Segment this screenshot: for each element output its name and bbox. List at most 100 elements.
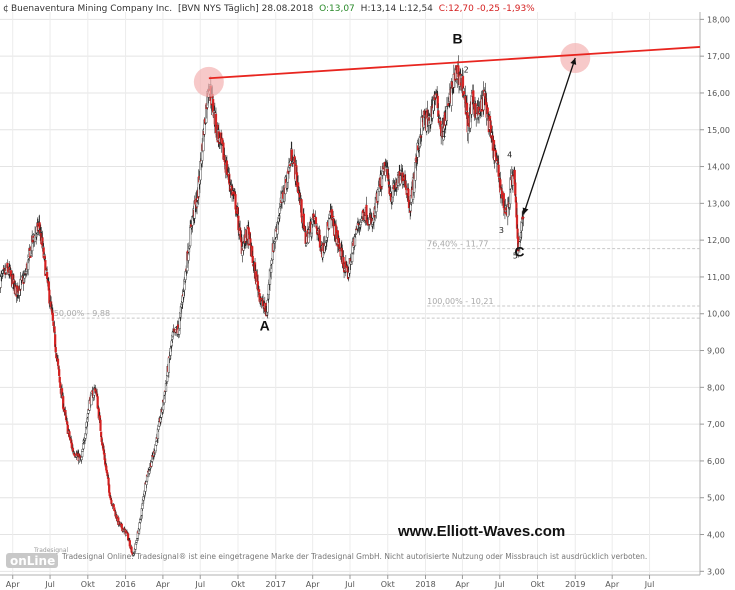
candle-down [463,91,466,95]
fibonacci-levels: 50,00% - 9,88 76,40% - 11,77 100,00% - 10,… [51,240,700,319]
candle-down [514,196,517,203]
candle-down [45,268,48,271]
candle-up [163,391,166,396]
candle-down [42,247,45,258]
candle-up [150,461,153,467]
open-value: O:13,07 [319,4,355,14]
candle-down [228,173,231,183]
candle-up [182,291,185,298]
candle-down [461,76,465,96]
candle-up [1,270,4,274]
candle-down [112,504,115,508]
header-icon: ¢ [3,4,9,14]
candle-down [106,472,109,477]
x-tick-label: 2016 [115,580,135,589]
candle-down [498,177,501,180]
candle-down [293,156,296,163]
candle-down [303,226,307,232]
candle-down [249,238,252,246]
x-tick-label: Apr [605,580,620,589]
disclaimer-text: Tradesignal Online. Tradesignal® ist ein… [61,552,647,561]
candle-up [72,451,75,453]
x-tick-label: Jul [194,580,205,589]
candle-up [305,243,308,246]
candle-up [354,233,357,235]
candle-up [475,118,478,120]
candle-up [82,443,85,450]
candle-up [190,226,193,229]
fib-level-label: 100,00% - 10,21 [427,297,493,306]
y-tick-label: 14,00 [707,163,730,172]
tradesignal-logo: Tradesignal onLine [6,547,69,568]
y-tick-label: 8,00 [707,383,725,392]
candle-up [509,189,512,205]
high-low-values: H:13,14 L:12,54 [361,4,434,14]
candle-down [108,492,111,497]
x-tick-label: Apr [306,580,321,589]
logo-top-text: Tradesignal [33,547,69,554]
candle-down [128,540,131,547]
candle-up [187,248,191,253]
candle-down [12,274,15,285]
candle-down [522,216,525,219]
wave-label-major: B [452,30,462,46]
candle-up [351,252,354,262]
candle-down [108,484,111,493]
candle-down [465,102,469,111]
candle-up [353,236,357,247]
candle-down [118,521,121,526]
candle-up [188,246,191,249]
candle-down [57,365,60,370]
candle-down [64,415,68,421]
candle-up [467,125,470,134]
candle-down [387,174,390,180]
y-tick-label: 7,00 [707,420,725,429]
candle-down [251,256,254,264]
candle-up [307,233,310,243]
candle-down [56,358,60,365]
candle-down [100,437,103,442]
x-tick-label: Okt [231,580,245,589]
candle-down [387,181,390,185]
candle-down [236,207,239,215]
candle-down [419,135,423,138]
candle-down [58,369,61,376]
candle-up [518,241,521,249]
candle-down [66,421,69,425]
x-tick-label: Apr [156,580,171,589]
candle-up [148,469,151,474]
fib-level-label: 76,40% - 11,77 [427,240,488,249]
candle-up [87,409,90,414]
y-tick-label: 4,00 [707,531,725,540]
candle-up [155,441,158,446]
x-tick-label: 2017 [266,580,286,589]
wave-label-major: A [260,317,270,333]
y-tick-label: 3,00 [707,567,725,576]
candle-up [409,204,412,212]
candle-down [120,523,123,529]
candle-up [389,191,392,194]
candle-down [105,469,108,473]
candle-down [318,235,322,248]
candle-up [170,345,173,347]
candle-down [113,507,116,511]
y-tick-label: 17,00 [707,52,730,61]
candlestick-series [0,55,525,557]
candle-down [54,334,57,347]
candle-up [140,515,143,519]
candle-up [202,129,205,152]
wave-label-minor: 4 [507,150,512,159]
candle-up [19,278,22,290]
candle-down [67,430,71,432]
x-tick-label: Okt [81,580,95,589]
projection-arrow [522,57,576,215]
candle-up [164,383,168,392]
candle-down [100,431,103,438]
candle-up [86,417,89,422]
candle-down [367,224,370,226]
close-value: C:12,70 -0,25 -1,93% [439,4,535,14]
candle-up [145,481,148,485]
instrument-name: Buenaventura Mining Company Inc. [11,4,172,14]
y-tick-label: 9,00 [707,347,725,356]
candle-down [291,163,295,165]
